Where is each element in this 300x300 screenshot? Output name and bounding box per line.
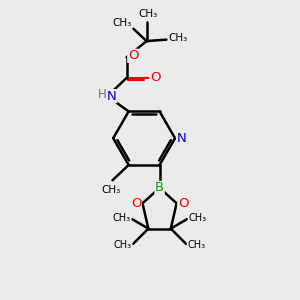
Text: CH₃: CH₃ bbox=[168, 33, 188, 43]
Text: CH₃: CH₃ bbox=[139, 9, 158, 19]
Text: CH₃: CH₃ bbox=[112, 18, 132, 28]
Text: N: N bbox=[107, 90, 117, 103]
Text: CH₃: CH₃ bbox=[188, 213, 206, 223]
Text: H: H bbox=[98, 88, 106, 101]
Text: CH₃: CH₃ bbox=[101, 185, 121, 195]
Text: O: O bbox=[128, 49, 138, 62]
Text: B: B bbox=[155, 182, 164, 194]
Text: CH₃: CH₃ bbox=[113, 213, 131, 223]
Text: N: N bbox=[177, 132, 186, 145]
Text: O: O bbox=[150, 71, 160, 84]
Text: CH₃: CH₃ bbox=[114, 240, 132, 250]
Text: CH₃: CH₃ bbox=[187, 240, 206, 250]
Text: O: O bbox=[131, 197, 141, 210]
Text: O: O bbox=[178, 197, 188, 210]
